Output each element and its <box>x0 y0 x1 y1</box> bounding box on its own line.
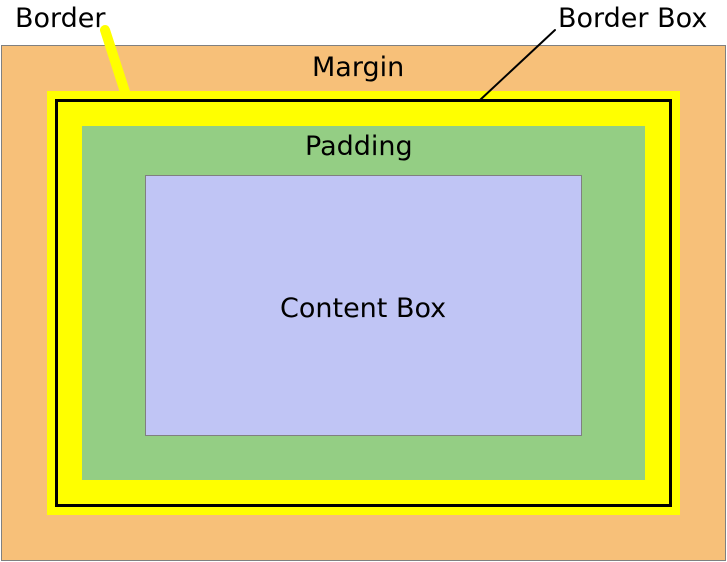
margin-label: Margin <box>312 52 404 83</box>
borderbox-callout-label: Border Box <box>558 3 707 34</box>
content-label: Content Box <box>280 293 446 324</box>
box-model-diagram: Margin Padding Content Box Border Border… <box>0 0 727 562</box>
border-callout-label: Border <box>15 3 106 34</box>
padding-label: Padding <box>305 131 413 162</box>
